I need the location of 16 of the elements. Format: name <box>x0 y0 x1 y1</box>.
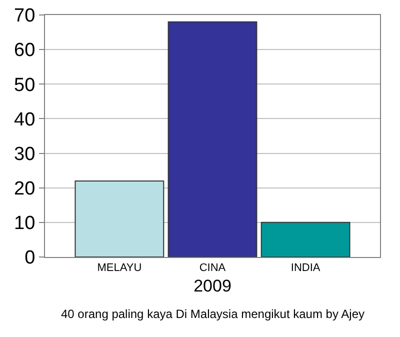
y-tick-label: 20 <box>14 178 36 200</box>
x-axis-title: 2009 <box>194 276 232 296</box>
y-tick-label: 70 <box>14 6 36 27</box>
y-tick-label: 50 <box>14 74 36 96</box>
bar <box>168 21 258 257</box>
bar <box>260 222 350 257</box>
y-tick-label: 30 <box>14 144 36 165</box>
x-tick-label: CINA <box>199 262 226 274</box>
y-tick-label: 10 <box>14 213 36 234</box>
y-tick-label: 60 <box>14 40 36 62</box>
bar <box>74 180 164 257</box>
text: 40 orang paling kaya Di Malaysia mengikut kaum by Ajey <box>61 307 364 321</box>
y-tick-label: 40 <box>14 109 36 130</box>
y-tick-label: 0 <box>24 248 36 269</box>
x-tick-label: INDIA <box>290 262 321 274</box>
x-tick-label: MELAYU <box>97 262 142 274</box>
